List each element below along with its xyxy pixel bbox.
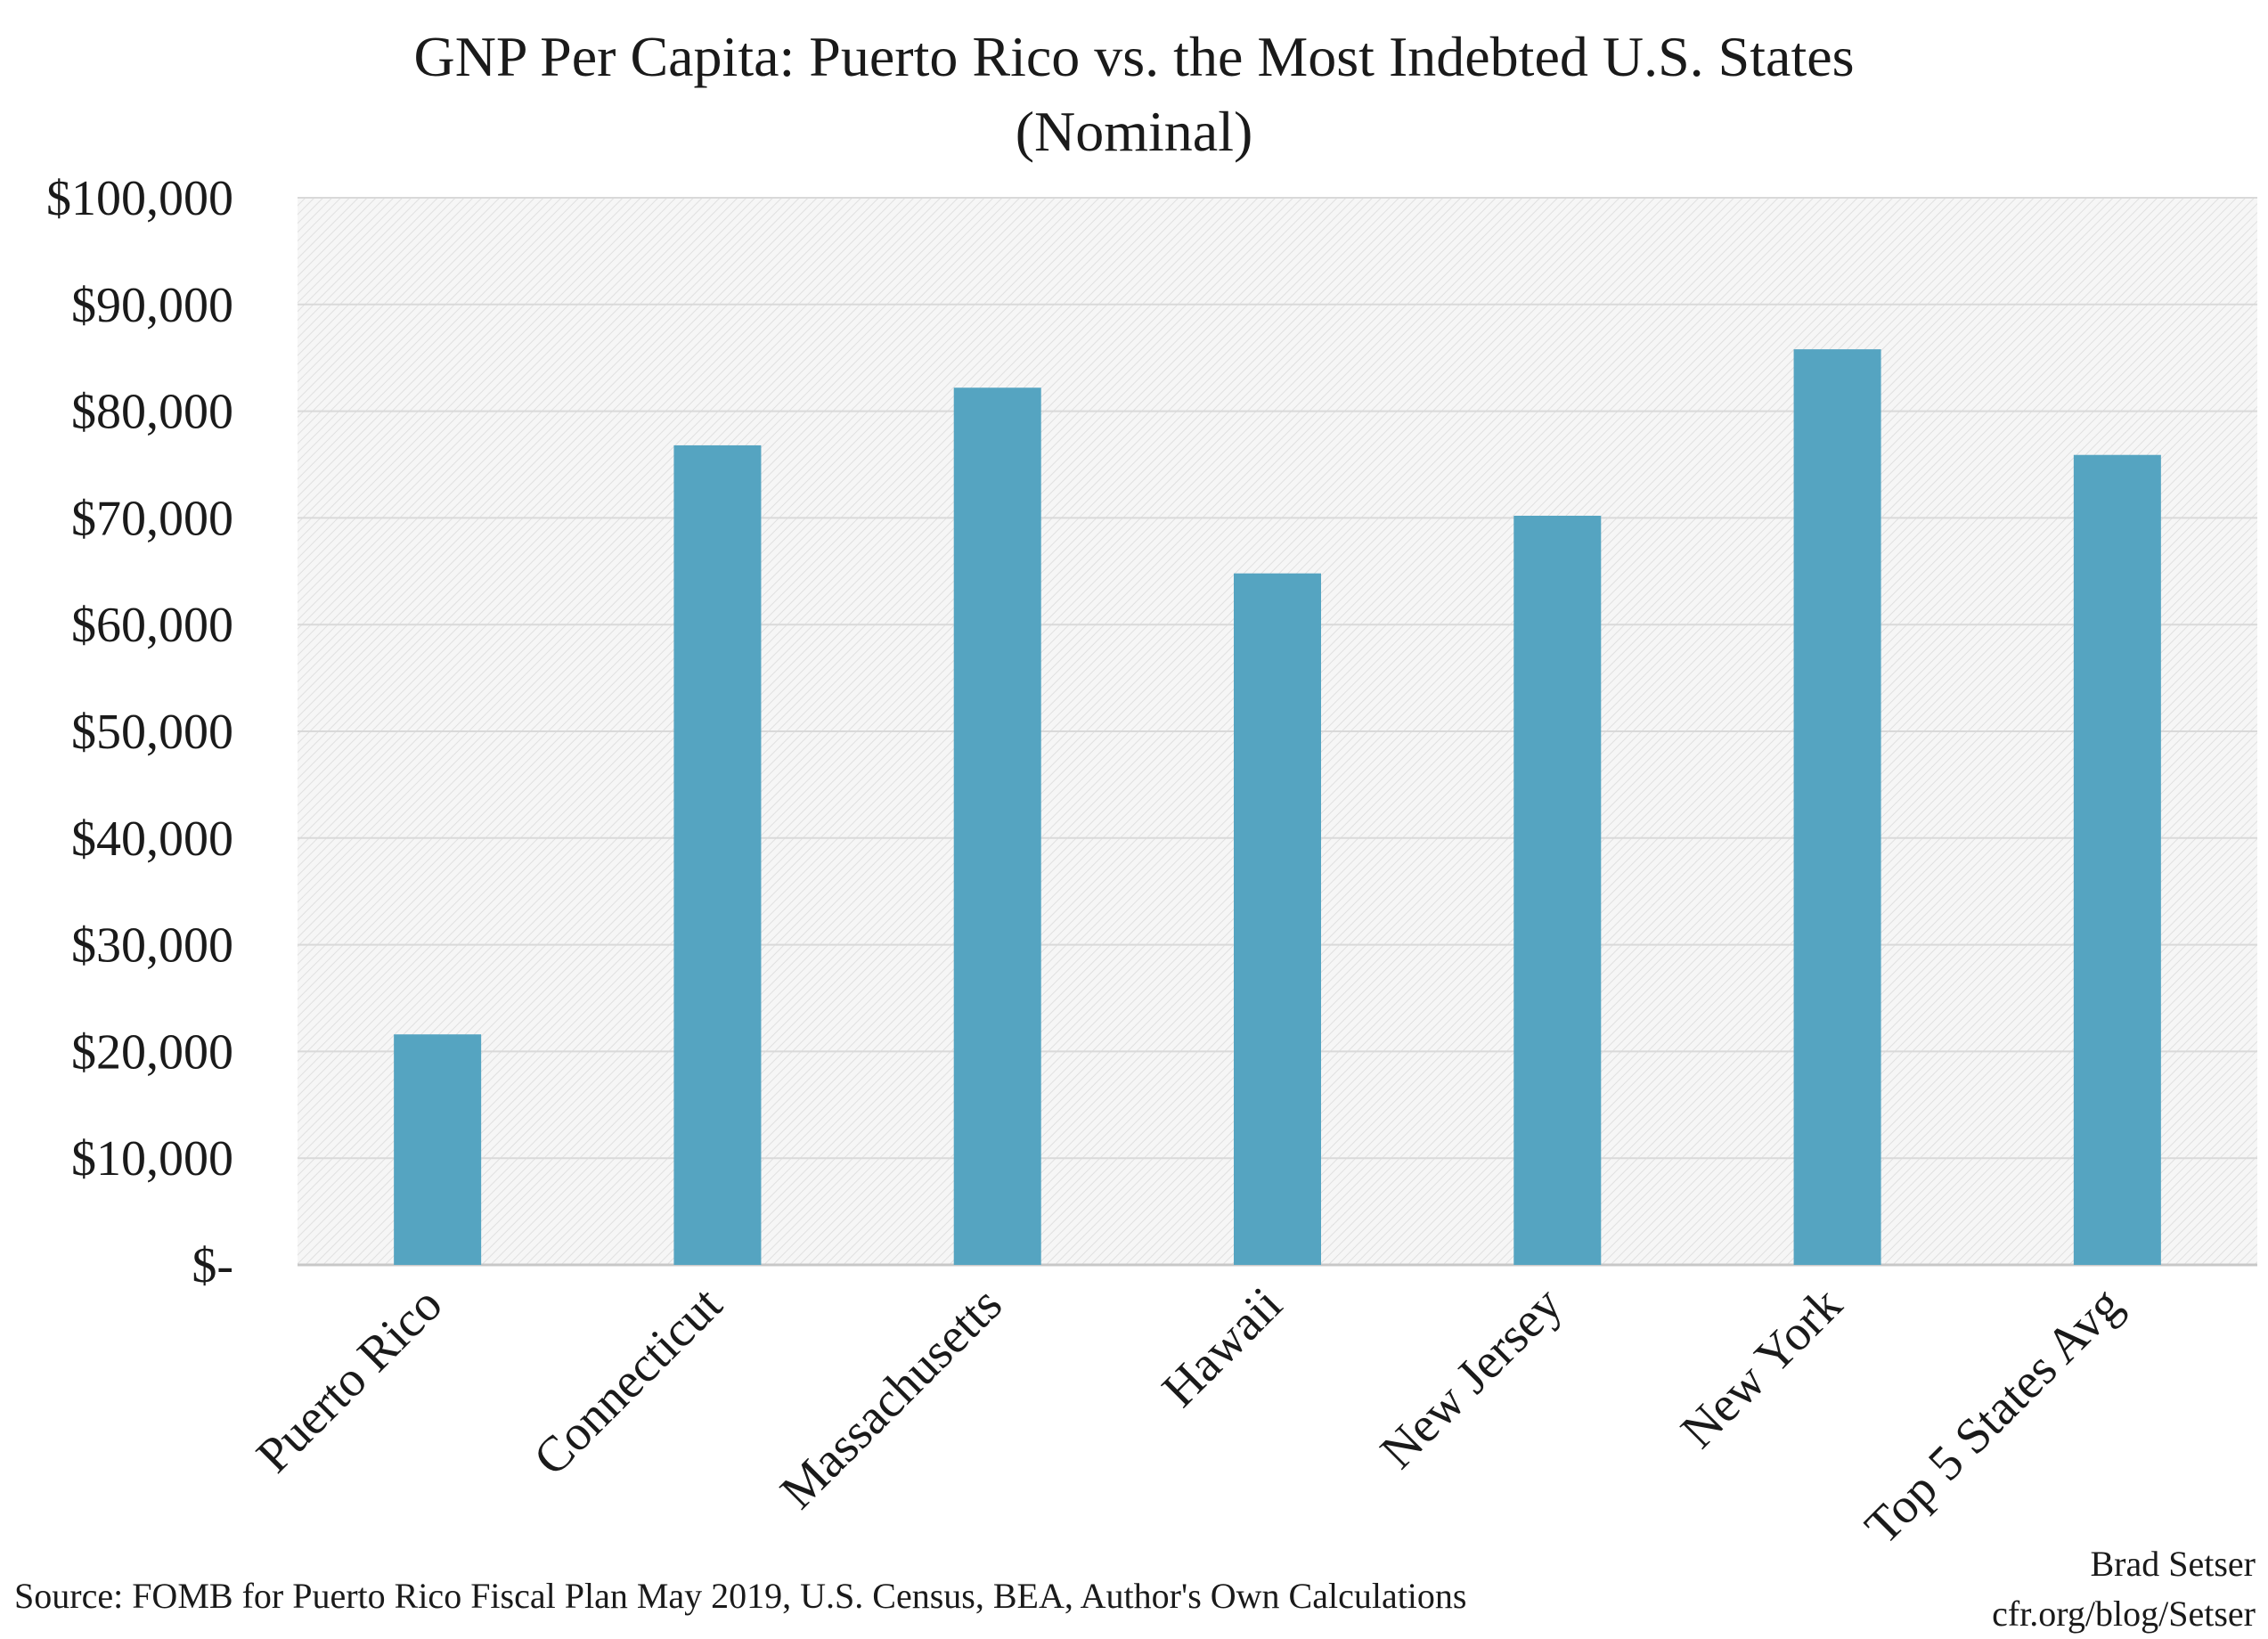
- x-tick-label: New Jersey: [1370, 1276, 1572, 1479]
- y-tick-label: $-: [192, 1238, 233, 1293]
- chart-title-main: GNP Per Capita: Puerto Rico vs. the Most…: [413, 25, 1855, 88]
- chart-title: GNP Per Capita: Puerto Rico vs. the Most…: [0, 20, 2268, 169]
- chart-subtitle: (Nominal): [1015, 100, 1253, 163]
- x-tick-label: Connecticut: [523, 1276, 732, 1486]
- y-tick-label: $90,000: [71, 278, 233, 333]
- x-tick-label: Puerto Rico: [246, 1276, 453, 1483]
- bar: [394, 1034, 482, 1265]
- x-axis-tick-labels: Puerto Rico Connecticut Massachusetts Hawai…: [246, 1276, 2133, 1554]
- y-tick-label: $10,000: [71, 1131, 233, 1186]
- y-tick-label: $70,000: [71, 491, 233, 546]
- credit: Brad Setser cfr.org/blog/Setser: [1992, 1539, 2256, 1639]
- credit-site: cfr.org/blog/Setser: [1992, 1594, 2256, 1634]
- bar: [1793, 349, 1881, 1266]
- y-tick-label: $20,000: [71, 1024, 233, 1080]
- y-tick-label: $60,000: [71, 598, 233, 653]
- credit-author: Brad Setser: [2090, 1544, 2256, 1584]
- y-tick-label: $80,000: [71, 385, 233, 440]
- y-tick-label: $30,000: [71, 918, 233, 974]
- bar: [953, 387, 1041, 1265]
- y-tick-label: $40,000: [71, 811, 233, 867]
- y-axis-tick-labels: $- $10,000 $20,000 $30,000 $40,000 $50,000 $60…: [46, 171, 233, 1293]
- bar: [673, 444, 762, 1265]
- x-tick-label: New York: [1670, 1276, 1852, 1458]
- bar: [1234, 573, 1321, 1265]
- source-note: Source: FOMB for Puerto Rico Fiscal Plan…: [14, 1576, 1467, 1616]
- bars: [394, 349, 2161, 1266]
- x-tick-label: Massachusetts: [770, 1276, 1013, 1520]
- x-tick-label: Hawaii: [1152, 1276, 1293, 1417]
- y-tick-label: $100,000: [46, 171, 233, 226]
- x-tick-label: Top 5 States Avg: [1855, 1276, 2133, 1554]
- bar: [2073, 454, 2161, 1265]
- bar: [1513, 516, 1602, 1265]
- y-tick-label: $50,000: [71, 705, 233, 760]
